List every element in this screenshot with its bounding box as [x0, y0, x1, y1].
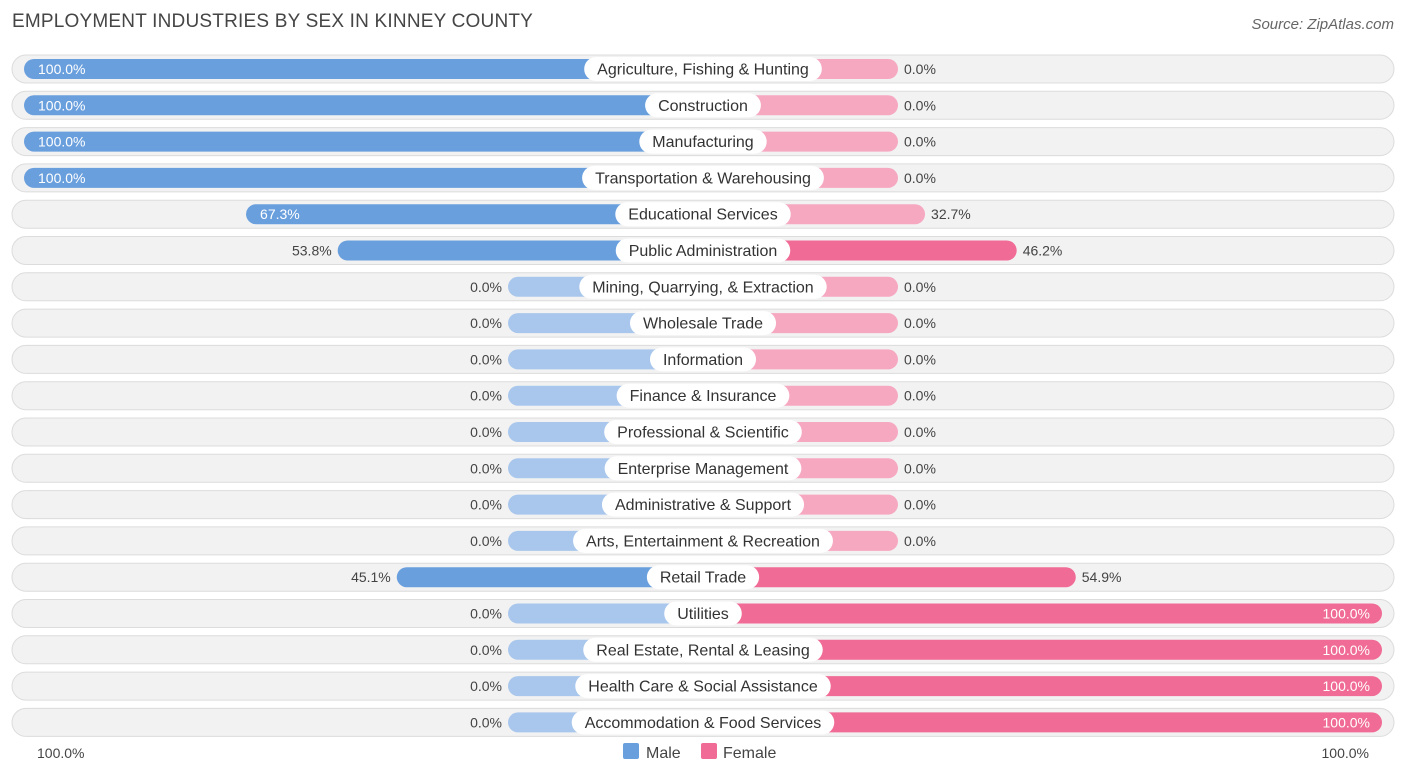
female-value-label: 32.7% [931, 206, 971, 222]
female-value-label: 0.0% [904, 315, 936, 331]
male-value-label: 0.0% [470, 533, 502, 549]
male-value-label: 53.8% [292, 243, 332, 259]
male-value-label: 0.0% [470, 351, 502, 367]
category-label-pill [615, 202, 791, 227]
category-label: Educational Services [628, 207, 777, 224]
category-label-pill [571, 710, 835, 735]
category-label-pill [616, 383, 790, 408]
female-bar[interactable] [703, 603, 1382, 624]
male-value-label: 0.0% [470, 642, 502, 658]
female-bar[interactable] [703, 639, 1382, 660]
category-label: Professional & Scientific [617, 425, 789, 442]
legend-female-swatch [701, 743, 717, 759]
category-label-pill [579, 274, 827, 299]
category-label-pill [582, 165, 824, 190]
male-bar[interactable] [396, 567, 703, 588]
category-label: Arts, Entertainment & Recreation [586, 533, 820, 550]
category-label: Manufacturing [652, 134, 753, 151]
female-value-label: 0.0% [904, 279, 936, 295]
category-label-pill [639, 129, 767, 154]
category-label-pill [664, 601, 742, 626]
category-label: Health Care & Social Assistance [588, 679, 818, 696]
male-value-label: 0.0% [470, 678, 502, 694]
source-credit: Source: ZipAtlas.com [1251, 16, 1394, 33]
female-bar[interactable] [703, 567, 1076, 588]
category-label: Utilities [677, 606, 729, 623]
male-value-label: 0.0% [470, 424, 502, 440]
male-bar[interactable] [24, 131, 703, 152]
category-label-pill [604, 456, 802, 481]
category-label-pill [646, 565, 760, 590]
female-value-label: 0.0% [904, 61, 936, 77]
axis-label-left: 100.0% [37, 745, 84, 761]
category-label: Finance & Insurance [630, 388, 777, 405]
female-value-label: 46.2% [1023, 243, 1063, 259]
female-value-label: 0.0% [904, 351, 936, 367]
axis-label-right: 100.0% [1322, 745, 1369, 761]
female-value-label: 100.0% [1323, 642, 1370, 658]
male-bar[interactable] [337, 240, 703, 261]
female-value-label: 100.0% [1323, 606, 1370, 622]
male-bar[interactable] [24, 167, 703, 188]
male-bar[interactable] [246, 204, 703, 225]
female-value-label: 0.0% [904, 460, 936, 476]
female-bar[interactable] [703, 712, 1382, 733]
male-value-label: 67.3% [260, 206, 300, 222]
category-label-pill [584, 57, 822, 81]
category-label: Real Estate, Rental & Leasing [596, 642, 809, 659]
male-value-label: 100.0% [38, 170, 85, 186]
female-value-label: 0.0% [904, 134, 936, 150]
category-label-pill [601, 492, 805, 517]
female-value-label: 100.0% [1323, 714, 1370, 730]
female-value-label: 0.0% [904, 97, 936, 113]
male-value-label: 0.0% [470, 460, 502, 476]
category-label: Retail Trade [660, 570, 746, 587]
male-bar[interactable] [508, 603, 703, 624]
female-value-label: 0.0% [904, 388, 936, 404]
female-value-label: 0.0% [904, 497, 936, 513]
category-label: Enterprise Management [618, 461, 789, 478]
male-value-label: 100.0% [38, 61, 85, 77]
category-label: Transportation & Warehousing [595, 170, 811, 187]
male-value-label: 0.0% [470, 714, 502, 730]
female-value-label: 0.0% [904, 170, 936, 186]
female-bar[interactable] [703, 676, 1382, 697]
category-label-pill [615, 238, 791, 263]
male-value-label: 100.0% [38, 134, 85, 150]
category-label: Public Administration [629, 243, 778, 260]
category-label-pill [583, 637, 823, 662]
female-value-label: 100.0% [1323, 678, 1370, 694]
category-label-pill [629, 311, 777, 336]
category-label: Wholesale Trade [643, 316, 763, 333]
legend-male-swatch [623, 743, 639, 759]
category-label-pill [649, 347, 757, 372]
category-label-pill [645, 93, 761, 118]
category-label: Accommodation & Food Services [585, 715, 822, 732]
legend-male-label: Male [646, 745, 681, 762]
male-value-label: 0.0% [470, 279, 502, 295]
category-label: Agriculture, Fishing & Hunting [597, 62, 809, 79]
female-value-label: 0.0% [904, 424, 936, 440]
male-value-label: 0.0% [470, 388, 502, 404]
male-value-label: 0.0% [470, 497, 502, 513]
category-label-pill [575, 674, 831, 699]
male-bar[interactable] [24, 95, 703, 116]
female-value-label: 0.0% [904, 533, 936, 549]
category-label: Administrative & Support [615, 497, 792, 514]
category-label-pill [573, 528, 833, 553]
female-value-label: 54.9% [1082, 569, 1122, 585]
male-value-label: 0.0% [470, 606, 502, 622]
category-label: Construction [658, 98, 748, 115]
male-value-label: 45.1% [351, 569, 391, 585]
male-value-label: 100.0% [38, 97, 85, 113]
male-bar[interactable] [24, 59, 703, 79]
legend-female-label: Female [723, 745, 776, 762]
category-label: Mining, Quarrying, & Extraction [592, 279, 813, 296]
category-label: Information [663, 352, 743, 369]
chart-title: EMPLOYMENT INDUSTRIES BY SEX IN KINNEY C… [12, 11, 534, 32]
male-value-label: 0.0% [470, 315, 502, 331]
category-label-pill [604, 420, 802, 444]
